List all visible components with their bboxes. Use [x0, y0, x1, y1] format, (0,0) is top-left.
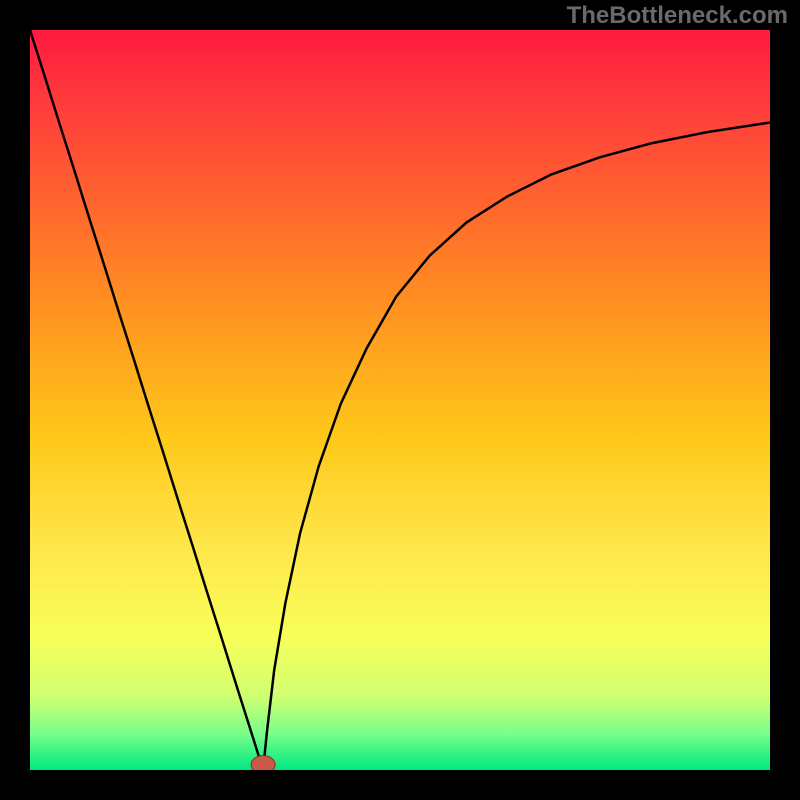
- bottleneck-chart: TheBottleneck.com: [0, 0, 800, 800]
- watermark-text: TheBottleneck.com: [567, 2, 788, 30]
- curve-layer: [30, 30, 770, 770]
- plot-area: [30, 30, 770, 770]
- bottleneck-curve-left: [30, 30, 263, 770]
- bottleneck-curve-right: [263, 123, 770, 771]
- minimum-marker: [251, 756, 275, 770]
